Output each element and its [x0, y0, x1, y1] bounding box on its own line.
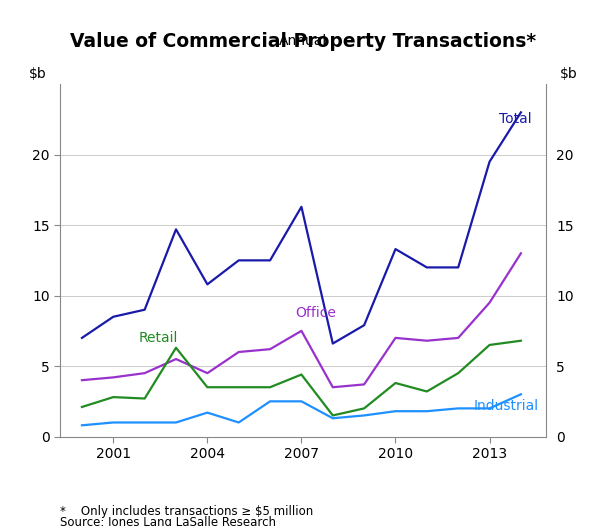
Text: Industrial: Industrial	[474, 399, 539, 412]
Text: $b: $b	[560, 67, 578, 80]
Title: Annual: Annual	[279, 34, 327, 48]
Text: Total: Total	[499, 113, 532, 126]
Text: Source: Jones Lang LaSalle Research: Source: Jones Lang LaSalle Research	[60, 515, 276, 526]
Text: $b: $b	[28, 67, 46, 80]
Text: Office: Office	[295, 306, 336, 319]
Text: Retail: Retail	[139, 331, 178, 345]
Text: *    Only includes transactions ≥ $5 million: * Only includes transactions ≥ $5 millio…	[60, 505, 313, 518]
Text: Value of Commercial Property Transactions*: Value of Commercial Property Transaction…	[70, 32, 536, 50]
